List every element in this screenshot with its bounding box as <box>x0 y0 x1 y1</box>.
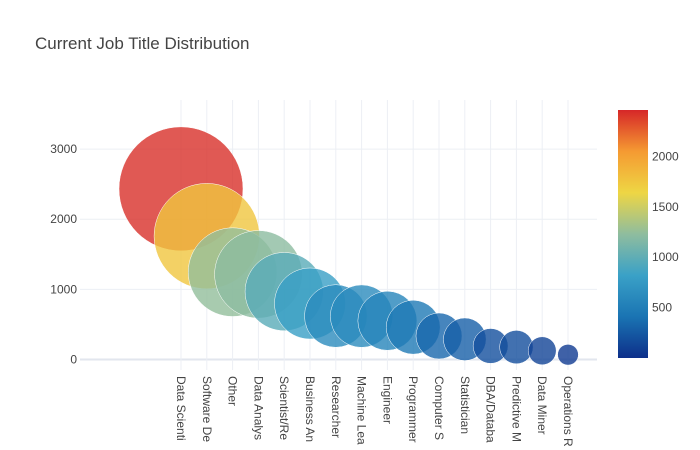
y-tick-label: 2000 <box>50 212 77 226</box>
colorbar-tick-label: 1000 <box>652 250 679 264</box>
x-tick-label: Operations R <box>561 376 575 447</box>
x-tick-label: Scientist/Re <box>277 376 291 440</box>
y-tick-label: 0 <box>70 352 77 366</box>
x-tick-label: Computer S <box>432 376 446 440</box>
x-tick-label: Software De <box>200 376 214 442</box>
x-tick-label: Other <box>226 376 240 406</box>
x-tick-label: Engineer <box>380 376 394 424</box>
x-tick-label: Business An <box>303 376 317 442</box>
colorbar: 500 1000 1500 2000 <box>618 110 679 358</box>
x-tick-label: Data Analys <box>251 376 265 440</box>
bubble-16[interactable] <box>557 344 579 366</box>
x-tick-label: Researcher <box>329 376 343 438</box>
x-tick-label: Data Scienti <box>174 376 188 441</box>
y-tick-label: 1000 <box>50 282 77 296</box>
bubble-14[interactable] <box>499 330 534 365</box>
y-axis-ticks: 0 1000 2000 3000 <box>50 142 77 366</box>
x-tick-label: Programmer <box>406 376 420 443</box>
colorbar-tick-label: 2000 <box>652 149 679 163</box>
x-tick-label: DBA/Databa <box>484 376 498 443</box>
colorbar-tick-label: 1500 <box>652 200 679 214</box>
bubble-15[interactable] <box>527 336 557 366</box>
x-tick-label: Data Miner <box>535 376 549 435</box>
x-tick-label: Statistician <box>458 376 472 434</box>
colorbar-gradient <box>618 110 648 358</box>
x-tick-label: Predictive M <box>509 376 523 442</box>
x-axis-ticks: Data Scienti Software De Other Data Analys S… <box>174 376 575 447</box>
colorbar-tick-label: 500 <box>652 301 672 315</box>
bubbles-layer <box>118 126 579 366</box>
x-tick-label: Machine Lea <box>355 376 369 445</box>
chart-title: Current Job Title Distribution <box>35 34 250 53</box>
y-tick-label: 3000 <box>50 142 77 156</box>
